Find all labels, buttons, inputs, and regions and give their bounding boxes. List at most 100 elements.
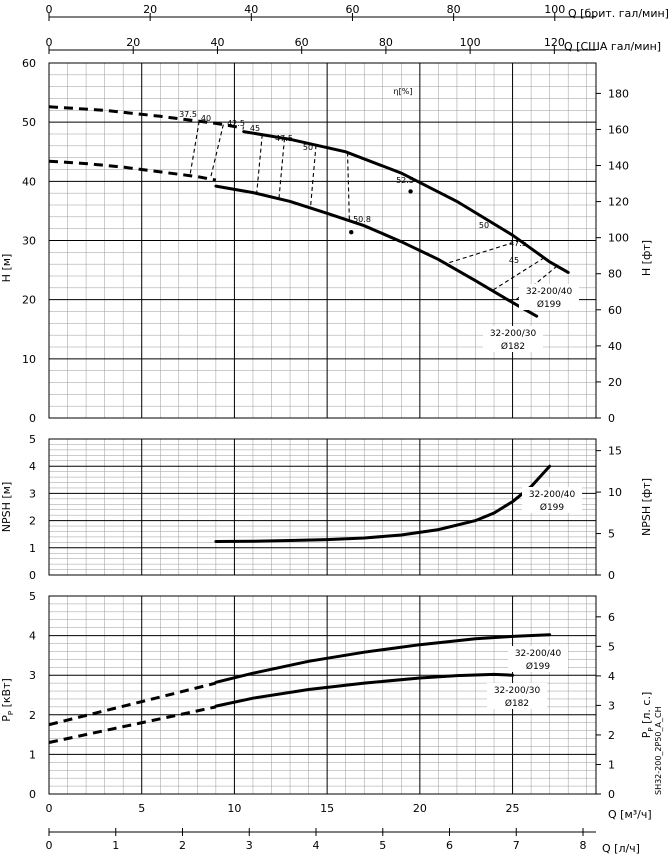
p-kw-label-unit: [кВт] [0, 678, 13, 711]
q-ls-tick: 4 [313, 839, 320, 852]
q-m3h-tick: 20 [413, 802, 427, 815]
head-curve-dashed-0 [48, 105, 244, 130]
q-ls-tick: 1 [112, 839, 119, 852]
q-m3h-tick: 15 [320, 802, 334, 815]
q-ls-tick: 7 [513, 839, 520, 852]
q-imp-gpm-tick: 0 [46, 3, 53, 16]
efficiency-line [309, 145, 317, 209]
power-curve-label-0-diameter: Ø199 [526, 661, 551, 672]
head-curve-0 [242, 130, 570, 274]
power-frame [48, 595, 597, 795]
head-curve-label-1-diameter: Ø182 [501, 341, 525, 352]
efficiency-label: 40 [201, 114, 211, 123]
efficiency-point [408, 189, 413, 194]
p-kw-label-subscript: P [7, 711, 15, 715]
p-kw-label: PP [кВт] [0, 678, 15, 722]
power-y-tick: 4 [29, 630, 36, 643]
efficiency-line-right [491, 257, 545, 292]
head-y-tick: 10 [22, 353, 36, 366]
q-ls-tick: 2 [179, 839, 186, 852]
head-y-tick: 50 [22, 116, 36, 129]
q-m3h-tick: 25 [506, 802, 520, 815]
npsh-curve [214, 464, 552, 543]
npsh-ft-label: NPSH [фт] [640, 478, 653, 536]
head-y-tick: 60 [22, 57, 36, 70]
power-curve-label-0-name: 32-200/40 [515, 649, 562, 659]
head-curve-label-0-label-bg [519, 284, 579, 310]
npsh-curve-label-diameter: Ø199 [540, 502, 565, 513]
q-imp-gpm-label: Q [брит. гал/мин] [568, 7, 668, 20]
power-hp-tick: 6 [608, 611, 615, 624]
q-ls-tick: 6 [446, 839, 453, 852]
power-hp-tick: 2 [608, 729, 615, 742]
power-curve-dashed-1 [48, 705, 217, 744]
power-hp-tick: 0 [608, 788, 615, 801]
head-ft-tick: 40 [608, 340, 622, 353]
q-us-gpm-tick: 60 [295, 36, 309, 49]
head-frame [48, 62, 597, 419]
efficiency-line [256, 134, 263, 194]
head-grid [48, 62, 597, 419]
p-hp-label-symbol: P [640, 731, 653, 738]
power-curve-0 [214, 633, 552, 684]
npsh-y-tick: 1 [29, 542, 36, 555]
power-y-tick: 2 [29, 709, 36, 722]
npsh-y-tick: 5 [29, 433, 36, 446]
efficiency-line [189, 121, 200, 176]
q-imp-gpm-tick: 100 [544, 3, 565, 16]
efficiency-label-right: 45 [509, 256, 519, 265]
npsh-y-tick: 0 [29, 569, 36, 582]
efficiency-label: 42.5 [227, 119, 245, 128]
npsh-ft-tick: 15 [608, 445, 622, 458]
q-ls-tick: 8 [580, 839, 587, 852]
q-us-gpm-label: Q [США гал/мин] [564, 40, 661, 53]
npsh-ft-tick: 5 [608, 528, 615, 541]
head-curve-1 [214, 184, 539, 318]
power-y-tick: 3 [29, 669, 36, 682]
head-y-tick: 40 [22, 175, 36, 188]
q-imp-gpm-tick: 80 [447, 3, 461, 16]
q-imp-gpm-tick: 60 [345, 3, 359, 16]
npsh-curve-label-label-bg [522, 487, 582, 513]
head-ft-tick: 20 [608, 376, 622, 389]
efficiency-line [209, 124, 224, 180]
power-curve-label-1-label-bg [487, 683, 547, 709]
q-us-gpm-tick: 40 [210, 36, 224, 49]
power-y-tick: 1 [29, 748, 36, 761]
npsh-m-label: NPSH [м] [0, 482, 13, 533]
p-hp-label-unit: [л. с.] [640, 692, 653, 728]
power-y-tick: 0 [29, 788, 36, 801]
head-y-tick: 30 [22, 235, 36, 248]
npsh-y-tick: 4 [29, 460, 36, 473]
p-hp-label: PP [л. с.] [640, 692, 655, 739]
power-curve-1 [214, 672, 515, 708]
efficiency-label: 47.5 [275, 134, 293, 143]
head-curve-dashed-1 [48, 159, 217, 182]
power-hp-tick: 3 [608, 699, 615, 712]
power-curve-label-1-name: 32-200/30 [494, 686, 541, 696]
npsh-y-tick: 3 [29, 487, 36, 500]
q-imp-gpm-tick: 40 [244, 3, 258, 16]
drawing-code: SH32-200_2P50_A_CH [654, 706, 663, 795]
head-curve-label-1-label-bg [483, 326, 543, 352]
power-hp-tick: 1 [608, 758, 615, 771]
npsh-curve-label-name: 32-200/40 [529, 490, 576, 500]
h-ft-label: H [фт] [640, 240, 653, 276]
power-curve-label-0-label-bg [508, 646, 568, 672]
q-ls-tick: 3 [246, 839, 253, 852]
p-kw-label-symbol: P [0, 715, 13, 722]
head-ft-tick: 140 [608, 160, 629, 173]
efficiency-label: 37.5 [179, 110, 197, 119]
power-curve-label-1-diameter: Ø182 [505, 698, 529, 709]
head-ft-tick: 160 [608, 123, 629, 136]
efficiency-label-right: 50 [479, 221, 489, 230]
head-ft-tick: 80 [608, 268, 622, 281]
head-y-tick: 20 [22, 294, 36, 307]
efficiency-point [349, 230, 354, 235]
npsh-ft-tick: 10 [608, 486, 622, 499]
p-hp-label-subscript: P [647, 727, 655, 731]
npsh-grid [48, 438, 597, 576]
head-ft-tick: 60 [608, 304, 622, 317]
